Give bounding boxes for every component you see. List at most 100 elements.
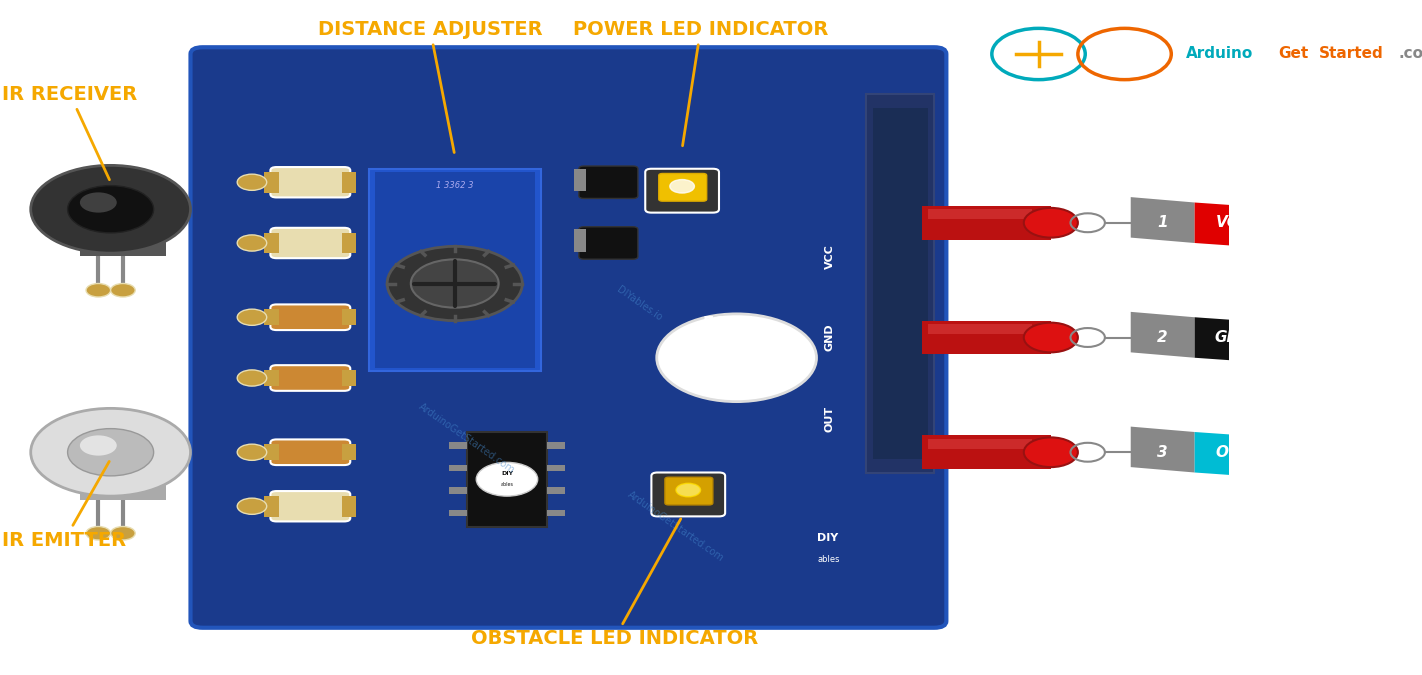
Bar <box>547 442 566 449</box>
Text: 1 3362 3: 1 3362 3 <box>437 181 474 190</box>
Circle shape <box>1024 323 1078 352</box>
FancyBboxPatch shape <box>191 47 947 628</box>
Text: VCC: VCC <box>1216 215 1250 230</box>
Text: .com: .com <box>1399 47 1422 61</box>
Bar <box>448 442 466 449</box>
Text: IR EMITTER: IR EMITTER <box>3 462 127 549</box>
Bar <box>264 309 279 325</box>
Text: OUT: OUT <box>825 406 835 431</box>
Text: DIY: DIY <box>818 533 839 543</box>
Text: GND: GND <box>825 324 835 351</box>
Circle shape <box>1024 437 1078 467</box>
Bar <box>341 171 357 193</box>
Circle shape <box>31 408 191 496</box>
Bar <box>873 108 929 459</box>
Polygon shape <box>1194 202 1273 248</box>
Circle shape <box>237 309 267 325</box>
FancyBboxPatch shape <box>651 472 725 516</box>
FancyBboxPatch shape <box>270 227 350 258</box>
Text: DIYables.io: DIYables.io <box>614 285 664 323</box>
Circle shape <box>670 180 694 193</box>
Bar <box>264 444 279 460</box>
Bar <box>921 321 1051 354</box>
Bar <box>929 324 1032 334</box>
Circle shape <box>87 284 111 297</box>
Bar <box>341 495 357 517</box>
Text: OUT: OUT <box>1216 445 1251 460</box>
Bar <box>547 510 566 516</box>
FancyBboxPatch shape <box>579 227 638 259</box>
Circle shape <box>68 429 154 476</box>
FancyBboxPatch shape <box>270 439 350 465</box>
Text: 3: 3 <box>1158 445 1167 460</box>
FancyBboxPatch shape <box>270 491 350 521</box>
Text: POWER LED INDICATOR: POWER LED INDICATOR <box>573 20 828 146</box>
Bar <box>921 206 1051 240</box>
Text: IR RECEIVER: IR RECEIVER <box>3 85 138 180</box>
Text: GND: GND <box>1214 330 1253 345</box>
Bar <box>448 464 466 471</box>
Bar <box>866 95 934 472</box>
Bar <box>341 444 357 460</box>
Bar <box>341 309 357 325</box>
Circle shape <box>476 462 538 496</box>
Text: ArduinoGetStarted.com: ArduinoGetStarted.com <box>626 489 725 564</box>
Bar <box>547 487 566 494</box>
Bar <box>368 169 540 371</box>
FancyBboxPatch shape <box>658 173 707 201</box>
FancyBboxPatch shape <box>270 304 350 330</box>
Bar <box>264 495 279 517</box>
Text: 2: 2 <box>1158 330 1167 345</box>
Circle shape <box>1024 208 1078 238</box>
Text: ArduinoGetStarted.com: ArduinoGetStarted.com <box>417 402 518 476</box>
Circle shape <box>111 526 135 540</box>
Circle shape <box>411 259 499 308</box>
Circle shape <box>111 284 135 297</box>
Polygon shape <box>1130 197 1194 243</box>
Bar <box>375 172 535 368</box>
FancyBboxPatch shape <box>646 169 720 213</box>
Circle shape <box>80 192 117 213</box>
Circle shape <box>237 235 267 251</box>
Bar <box>929 209 1032 219</box>
Bar <box>341 232 357 253</box>
Bar <box>341 370 357 386</box>
Text: Get: Get <box>1278 47 1308 61</box>
Bar <box>80 216 166 256</box>
Bar <box>448 510 466 516</box>
Circle shape <box>68 186 154 233</box>
Circle shape <box>675 483 701 497</box>
Bar <box>264 370 279 386</box>
Bar <box>264 171 279 193</box>
Circle shape <box>387 246 522 321</box>
Polygon shape <box>1130 427 1194 472</box>
Bar <box>80 459 166 500</box>
Circle shape <box>237 174 267 190</box>
Circle shape <box>80 435 117 456</box>
Circle shape <box>31 165 191 253</box>
Bar <box>547 464 566 471</box>
FancyBboxPatch shape <box>665 477 712 505</box>
Bar <box>448 487 466 494</box>
Text: Arduino: Arduino <box>1186 47 1253 61</box>
FancyBboxPatch shape <box>270 167 350 197</box>
Bar <box>921 435 1051 469</box>
Bar <box>574 230 586 238</box>
Text: ables: ables <box>501 482 513 487</box>
Circle shape <box>237 370 267 386</box>
FancyBboxPatch shape <box>579 166 638 198</box>
Bar <box>574 173 586 191</box>
Polygon shape <box>1194 317 1273 363</box>
Circle shape <box>657 314 816 402</box>
Text: ables: ables <box>818 555 840 564</box>
Polygon shape <box>1194 432 1273 478</box>
Text: VCC: VCC <box>825 244 835 269</box>
Bar <box>574 169 586 177</box>
Text: OBSTACLE LED INDICATOR: OBSTACLE LED INDICATOR <box>471 519 758 648</box>
Bar <box>466 432 547 526</box>
Circle shape <box>87 526 111 540</box>
Bar <box>264 232 279 253</box>
Bar <box>929 439 1032 449</box>
Polygon shape <box>1130 312 1194 358</box>
Text: DIY: DIY <box>501 471 513 477</box>
